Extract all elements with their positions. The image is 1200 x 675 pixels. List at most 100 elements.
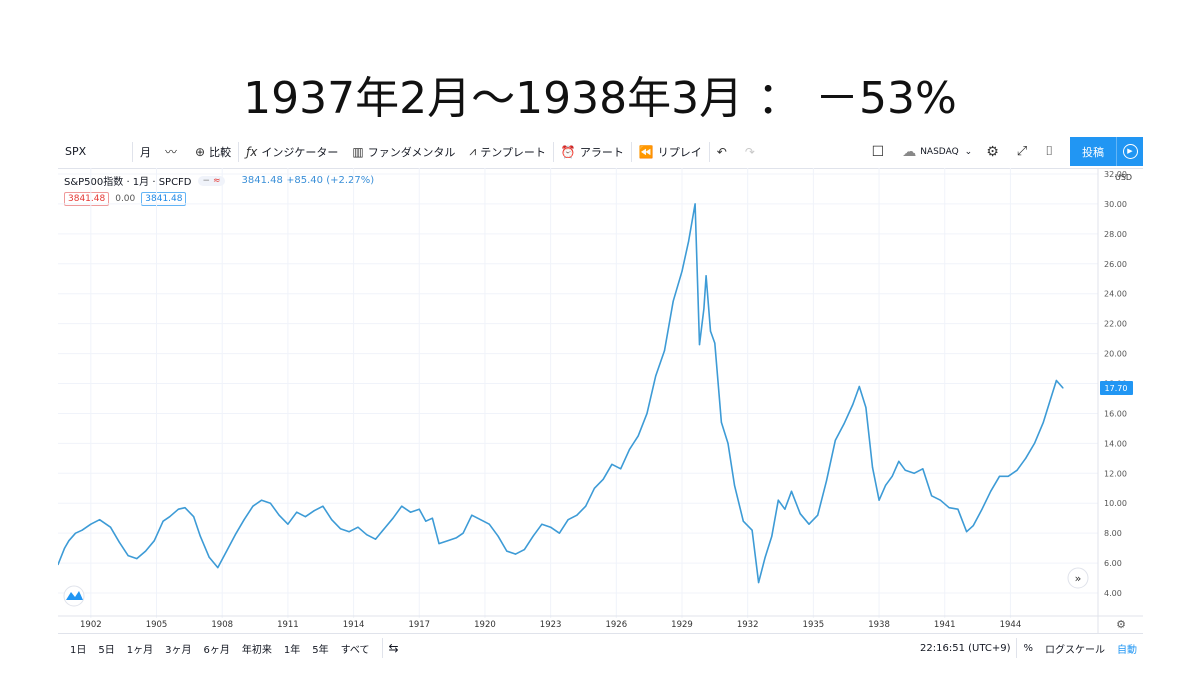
data-point	[1016, 469, 1018, 471]
watchlist-button[interactable]: ☁ NASDAQ ⌄	[895, 135, 979, 168]
x-tick-label: 1929	[671, 620, 693, 630]
y-tick-label: 8.00	[1104, 529, 1122, 538]
percent-scale-toggle[interactable]: %	[1023, 642, 1033, 654]
plus-circle-icon: ⊕	[195, 144, 206, 159]
symbol-search-button[interactable]: SPX	[58, 135, 132, 168]
data-point	[74, 532, 77, 534]
data-point	[777, 499, 779, 501]
data-point	[808, 523, 810, 525]
data-point	[479, 519, 482, 521]
chevron-down-icon: ⌄	[964, 146, 973, 157]
price-chart[interactable]: 4.006.008.0010.0012.0014.0016.0018.0020.…	[58, 168, 1143, 633]
alerts-button[interactable]: ⏰ アラート	[554, 135, 631, 168]
range-button[interactable]: 1ヶ月	[126, 644, 154, 656]
goto-date-icon[interactable]: ⇆	[388, 641, 399, 655]
data-point	[497, 535, 499, 537]
rewind-icon: ⏪	[638, 144, 654, 159]
range-button[interactable]: 5日	[98, 644, 115, 656]
data-point	[751, 529, 753, 531]
publish-play-button[interactable]: ▶	[1116, 137, 1143, 166]
fullscreen-button[interactable]: ⤢	[1010, 135, 1038, 168]
data-point	[957, 508, 959, 510]
data-point	[858, 385, 860, 388]
compare-button[interactable]: ⊕ 比較	[188, 135, 238, 168]
replay-button[interactable]: ⏪ リプレイ	[632, 135, 709, 168]
data-point	[602, 478, 604, 480]
x-tick-label: 1917	[408, 620, 430, 630]
toolbar-divider	[381, 638, 383, 658]
undo-button[interactable]: ↶	[710, 135, 738, 168]
range-button[interactable]: すべて	[340, 644, 370, 656]
alerts-label: アラート	[579, 145, 624, 159]
data-point	[278, 514, 280, 516]
layout-button[interactable]: ☐	[865, 135, 896, 168]
toolbar-divider	[1016, 638, 1018, 658]
y-tick-label: 14.00	[1104, 439, 1127, 448]
data-point	[217, 566, 219, 569]
range-button[interactable]: 3ヶ月	[165, 644, 192, 656]
data-point	[998, 475, 1001, 477]
data-point	[681, 270, 683, 272]
sell-price-button[interactable]: 3841.48	[64, 192, 110, 206]
data-point	[322, 505, 324, 507]
data-point	[304, 516, 307, 518]
data-point	[339, 528, 342, 530]
y-tick-label: 24.00	[1104, 290, 1127, 299]
data-point	[523, 549, 525, 551]
data-point	[758, 581, 760, 584]
x-tick-label: 1902	[80, 620, 102, 630]
auto-scale-toggle[interactable]: 自動	[1117, 644, 1137, 656]
range-button[interactable]: 6ヶ月	[203, 644, 230, 656]
square-icon: ☐	[871, 143, 885, 160]
x-tick-label: 1935	[803, 620, 825, 630]
templates-button[interactable]: ⩘ テンプレート	[462, 135, 552, 168]
range-button[interactable]: 1日	[70, 644, 87, 656]
range-button[interactable]: 1年	[283, 644, 301, 656]
data-point	[471, 514, 473, 516]
data-point	[898, 460, 900, 462]
snapshot-button[interactable]: ⌷	[1038, 135, 1064, 168]
data-point	[709, 330, 712, 332]
x-tick-label: 1905	[146, 620, 168, 630]
scroll-to-realtime-button[interactable]	[1067, 567, 1089, 589]
x-tick-label: 1941	[934, 620, 956, 630]
data-point	[825, 480, 828, 482]
data-point	[558, 532, 560, 534]
chart-style-button[interactable]: 〰	[158, 135, 188, 168]
series-status-pill[interactable]: − ≈	[197, 175, 226, 186]
post-button[interactable]: 投稿	[1070, 137, 1116, 166]
log-scale-toggle[interactable]: ログスケール	[1045, 644, 1105, 656]
settings-button[interactable]: ⚙	[979, 135, 1010, 168]
data-point	[931, 495, 933, 497]
x-tick-label: 1932	[737, 620, 759, 630]
data-point	[703, 308, 705, 310]
data-point	[184, 507, 186, 509]
gear-icon: ⚙	[986, 143, 999, 160]
series-title[interactable]: S&P500指数 · 1月 · SPCFD	[64, 177, 192, 188]
axis-settings-gear-icon[interactable]: ⚙	[1116, 618, 1126, 631]
y-tick-label: 28.00	[1104, 230, 1127, 239]
buy-price-button[interactable]: 3841.48	[141, 192, 187, 206]
interval-button[interactable]: 月	[133, 135, 158, 168]
data-point	[392, 517, 394, 519]
bottom-right-controls: 22:16:51 (UTC+9) % ログスケール 自動	[914, 634, 1143, 662]
data-point	[169, 516, 171, 518]
currency-label: USD	[1115, 173, 1132, 182]
clock-timezone[interactable]: 22:16:51 (UTC+9)	[920, 642, 1011, 654]
function-icon: ƒx	[246, 144, 258, 159]
data-point	[269, 502, 271, 504]
range-button[interactable]: 年初来	[241, 644, 272, 656]
range-button[interactable]: 5年	[312, 644, 329, 656]
redo-button[interactable]: ↷	[738, 135, 766, 168]
minus-icon: −	[202, 175, 211, 186]
symbol-label: SPX	[65, 145, 87, 158]
price-series-line[interactable]	[58, 203, 1064, 584]
data-point	[550, 526, 552, 528]
last-price-change: 3841.48 +85.40 (+2.27%)	[241, 175, 375, 186]
data-point	[620, 468, 622, 470]
data-point	[68, 540, 70, 542]
y-tick-label: 20.00	[1104, 350, 1127, 359]
compare-label: 比較	[209, 145, 232, 159]
fundamentals-button[interactable]: ▥ ファンダメンタル	[345, 135, 462, 168]
indicators-button[interactable]: ƒx インジケーター	[239, 135, 345, 168]
